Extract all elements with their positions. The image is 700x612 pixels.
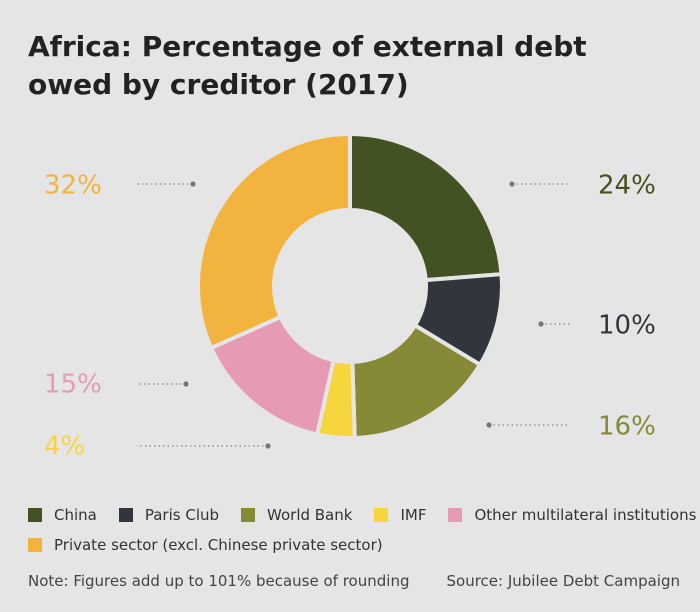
- legend-swatch-paris-club: [118, 508, 133, 522]
- legend-item-private-sector: Private sector (excl. Chinese private se…: [28, 536, 383, 554]
- legend-label-world-bank: World Bank: [267, 506, 353, 524]
- source-credit: Source: Jubilee Debt Campaign: [446, 572, 681, 590]
- legend-label-private-sector: Private sector (excl. Chinese private se…: [54, 536, 383, 554]
- leader-dot-other-multilateral-institutions: [183, 381, 189, 387]
- data-label-imf: 4%: [44, 432, 85, 462]
- donut-chart: 24% 10% 16% 4% 15% 32%: [44, 131, 656, 462]
- legend-row-1: China Paris Club World Bank IMF Other mu…: [28, 504, 696, 526]
- data-label-private-sector-excl-chinese-private-sector: 32%: [44, 171, 102, 201]
- legend-swatch-private-sector: [28, 538, 42, 552]
- legend-label-china: China: [54, 506, 97, 524]
- legend-item-paris-club: Paris Club: [118, 506, 220, 524]
- footnote: Note: Figures add up to 101% because of …: [28, 572, 410, 590]
- leader-dot-china: [509, 181, 515, 187]
- legend-swatch-world-bank: [241, 508, 256, 522]
- legend-item-other-multilateral: Other multilateral institutions: [448, 506, 696, 524]
- legend-label-imf: IMF: [400, 506, 427, 524]
- legend-item-imf: IMF: [374, 506, 426, 524]
- legend-swatch-imf: [374, 508, 389, 522]
- legend-swatch-other-multilateral: [448, 508, 463, 522]
- legend: China Paris Club World Bank IMF Other mu…: [28, 504, 696, 564]
- leader-dot-world-bank: [486, 422, 492, 428]
- slice-private-sector-excl-chinese-private-sector: [196, 131, 352, 351]
- legend-row-2: Private sector (excl. Chinese private se…: [28, 534, 688, 556]
- slice-china: [348, 131, 504, 283]
- legend-item-world-bank: World Bank: [241, 506, 352, 524]
- legend-swatch-china: [28, 508, 42, 522]
- leader-dot-paris-club: [538, 321, 544, 327]
- legend-label-paris-club: Paris Club: [144, 506, 220, 524]
- legend-label-other-multilateral: Other multilateral institutions: [474, 506, 697, 524]
- data-label-paris-club: 10%: [598, 311, 656, 341]
- data-label-china: 24%: [598, 171, 656, 201]
- leader-dot-imf: [265, 443, 271, 449]
- legend-item-china: China: [28, 506, 97, 524]
- leader-dot-private-sector-excl-chinese-private-sector: [190, 181, 196, 187]
- data-label-world-bank: 16%: [598, 412, 656, 442]
- chart-title: Africa: Percentage of external debt owed…: [28, 30, 587, 101]
- data-label-other-multilateral-institutions: 15%: [44, 370, 102, 400]
